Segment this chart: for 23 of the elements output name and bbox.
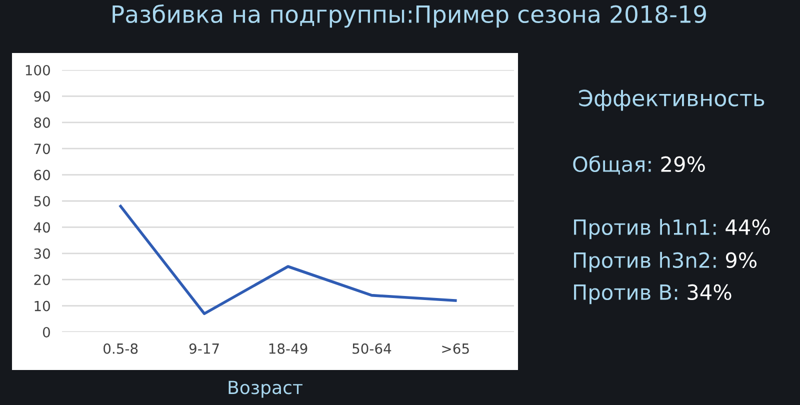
x-tick-label: 9-17	[189, 343, 219, 354]
y-tick-label: 40	[34, 222, 50, 233]
text: Против h1n1: 44%	[574, 218, 770, 240]
chart-title: Разбивка на подгруппы:Пример сезона 2018-19	[112, 4, 706, 28]
x-tick-label: 50-64	[352, 343, 392, 354]
y-tick-label: 20	[34, 274, 50, 286]
x-axis-title: Возраст	[228, 380, 302, 398]
x-tick-label: 18-49	[269, 343, 308, 354]
y-tick-label: 0	[42, 326, 50, 338]
text: Общая: 29%	[573, 156, 705, 175]
y-tick-label: 30	[34, 248, 50, 259]
y-tick-label: 100	[26, 64, 50, 76]
text: Против B: 34%	[574, 284, 732, 304]
x-tick-label: >65	[442, 343, 469, 354]
text: Эффективность	[579, 90, 764, 111]
y-tick-label: 90	[34, 91, 50, 102]
y-tick-label: 50	[34, 196, 50, 206]
x-tick-label: 0.5-8	[104, 343, 138, 354]
text: Против h3n2: 9%	[574, 252, 757, 272]
y-tick-label: 70	[34, 144, 50, 154]
y-tick-label: 10	[34, 300, 50, 312]
y-tick-label: 80	[34, 117, 50, 128]
y-tick-label: 60	[34, 170, 50, 180]
